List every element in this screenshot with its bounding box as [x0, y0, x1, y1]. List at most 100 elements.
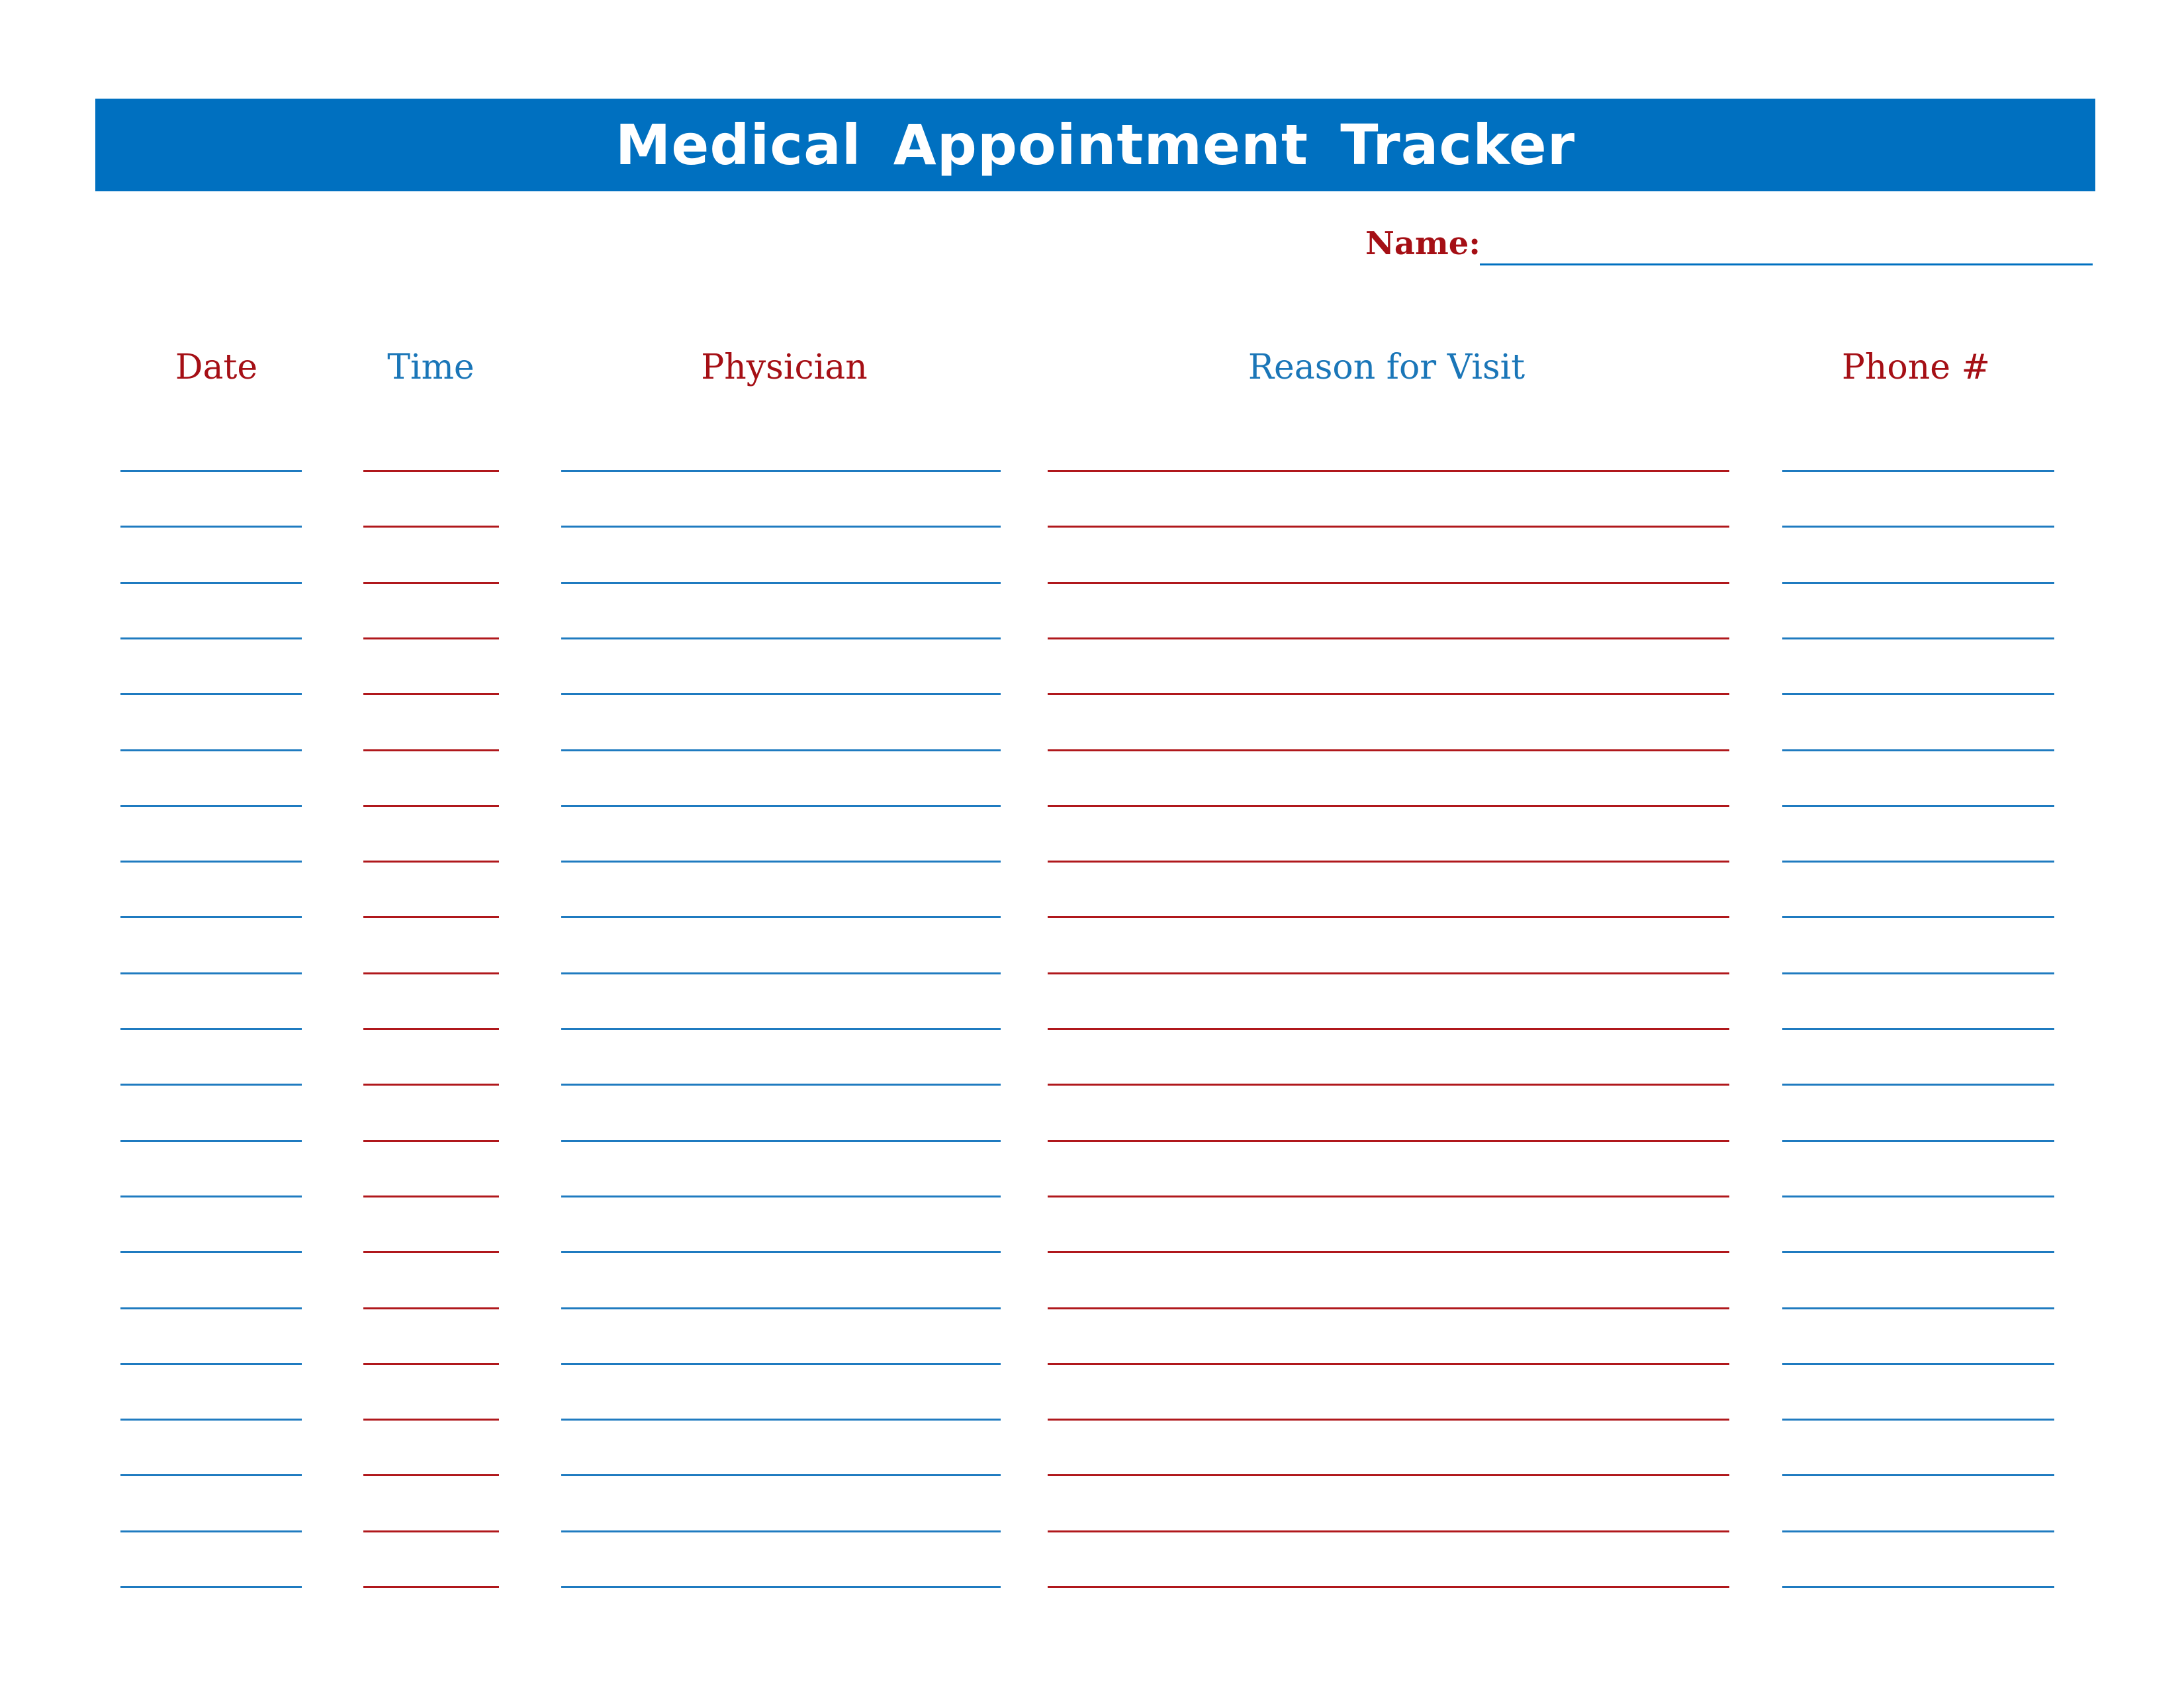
physician-entry-line[interactable] — [561, 749, 1001, 751]
name-field[interactable] — [1480, 263, 2093, 265]
phone-entry-line[interactable] — [1782, 1140, 2054, 1142]
physician-entry-line[interactable] — [561, 972, 1001, 974]
reason-entry-line[interactable] — [1048, 1307, 1729, 1309]
physician-entry-line[interactable] — [561, 1419, 1001, 1421]
reason-entry-line[interactable] — [1048, 916, 1729, 918]
date-entry-line[interactable] — [120, 1140, 302, 1142]
physician-entry-line[interactable] — [561, 1586, 1001, 1588]
date-entry-line[interactable] — [120, 582, 302, 584]
reason-entry-line[interactable] — [1048, 972, 1729, 974]
reason-entry-line[interactable] — [1048, 861, 1729, 863]
reason-entry-line[interactable] — [1048, 749, 1729, 751]
phone-entry-line[interactable] — [1782, 861, 2054, 863]
date-entry-line[interactable] — [120, 805, 302, 807]
reason-entry-line[interactable] — [1048, 1140, 1729, 1142]
time-entry-line[interactable] — [363, 1196, 499, 1197]
date-entry-line[interactable] — [120, 1196, 302, 1197]
time-entry-line[interactable] — [363, 749, 499, 751]
phone-entry-line[interactable] — [1782, 470, 2054, 472]
physician-entry-line[interactable] — [561, 1028, 1001, 1030]
reason-entry-line[interactable] — [1048, 1419, 1729, 1421]
physician-entry-line[interactable] — [561, 805, 1001, 807]
phone-entry-line[interactable] — [1782, 582, 2054, 584]
reason-entry-line[interactable] — [1048, 693, 1729, 695]
reason-entry-line[interactable] — [1048, 1586, 1729, 1588]
time-entry-line[interactable] — [363, 1530, 499, 1532]
physician-entry-line[interactable] — [561, 861, 1001, 863]
time-entry-line[interactable] — [363, 1251, 499, 1253]
time-entry-line[interactable] — [363, 916, 499, 918]
date-entry-line[interactable] — [120, 749, 302, 751]
date-entry-line[interactable] — [120, 1307, 302, 1309]
phone-entry-line[interactable] — [1782, 805, 2054, 807]
time-entry-line[interactable] — [363, 1140, 499, 1142]
phone-entry-line[interactable] — [1782, 1363, 2054, 1365]
time-entry-line[interactable] — [363, 1307, 499, 1309]
date-entry-line[interactable] — [120, 1084, 302, 1086]
date-entry-line[interactable] — [120, 1028, 302, 1030]
reason-entry-line[interactable] — [1048, 1084, 1729, 1086]
date-entry-line[interactable] — [120, 1251, 302, 1253]
date-entry-line[interactable] — [120, 1474, 302, 1476]
reason-entry-line[interactable] — [1048, 470, 1729, 472]
physician-entry-line[interactable] — [561, 582, 1001, 584]
physician-entry-line[interactable] — [561, 916, 1001, 918]
time-entry-line[interactable] — [363, 805, 499, 807]
date-entry-line[interactable] — [120, 1586, 302, 1588]
time-entry-line[interactable] — [363, 1586, 499, 1588]
phone-entry-line[interactable] — [1782, 1419, 2054, 1421]
phone-entry-line[interactable] — [1782, 972, 2054, 974]
physician-entry-line[interactable] — [561, 1307, 1001, 1309]
date-entry-line[interactable] — [120, 1530, 302, 1532]
reason-entry-line[interactable] — [1048, 1028, 1729, 1030]
date-entry-line[interactable] — [120, 693, 302, 695]
reason-entry-line[interactable] — [1048, 582, 1729, 584]
reason-entry-line[interactable] — [1048, 805, 1729, 807]
phone-entry-line[interactable] — [1782, 1028, 2054, 1030]
physician-entry-line[interactable] — [561, 1196, 1001, 1197]
physician-entry-line[interactable] — [561, 1530, 1001, 1532]
date-entry-line[interactable] — [120, 470, 302, 472]
date-entry-line[interactable] — [120, 916, 302, 918]
date-entry-line[interactable] — [120, 861, 302, 863]
physician-entry-line[interactable] — [561, 470, 1001, 472]
time-entry-line[interactable] — [363, 1084, 499, 1086]
physician-entry-line[interactable] — [561, 1084, 1001, 1086]
date-entry-line[interactable] — [120, 1419, 302, 1421]
phone-entry-line[interactable] — [1782, 637, 2054, 639]
date-entry-line[interactable] — [120, 637, 302, 639]
physician-entry-line[interactable] — [561, 1474, 1001, 1476]
physician-entry-line[interactable] — [561, 637, 1001, 639]
time-entry-line[interactable] — [363, 582, 499, 584]
phone-entry-line[interactable] — [1782, 526, 2054, 528]
time-entry-line[interactable] — [363, 1028, 499, 1030]
phone-entry-line[interactable] — [1782, 1307, 2054, 1309]
phone-entry-line[interactable] — [1782, 1251, 2054, 1253]
reason-entry-line[interactable] — [1048, 637, 1729, 639]
time-entry-line[interactable] — [363, 1474, 499, 1476]
reason-entry-line[interactable] — [1048, 1530, 1729, 1532]
phone-entry-line[interactable] — [1782, 1084, 2054, 1086]
time-entry-line[interactable] — [363, 972, 499, 974]
time-entry-line[interactable] — [363, 1419, 499, 1421]
date-entry-line[interactable] — [120, 526, 302, 528]
reason-entry-line[interactable] — [1048, 1474, 1729, 1476]
phone-entry-line[interactable] — [1782, 1474, 2054, 1476]
reason-entry-line[interactable] — [1048, 1251, 1729, 1253]
phone-entry-line[interactable] — [1782, 1586, 2054, 1588]
physician-entry-line[interactable] — [561, 526, 1001, 528]
time-entry-line[interactable] — [363, 470, 499, 472]
phone-entry-line[interactable] — [1782, 749, 2054, 751]
reason-entry-line[interactable] — [1048, 526, 1729, 528]
reason-entry-line[interactable] — [1048, 1363, 1729, 1365]
phone-entry-line[interactable] — [1782, 1530, 2054, 1532]
date-entry-line[interactable] — [120, 972, 302, 974]
time-entry-line[interactable] — [363, 693, 499, 695]
physician-entry-line[interactable] — [561, 693, 1001, 695]
physician-entry-line[interactable] — [561, 1251, 1001, 1253]
phone-entry-line[interactable] — [1782, 693, 2054, 695]
physician-entry-line[interactable] — [561, 1363, 1001, 1365]
time-entry-line[interactable] — [363, 861, 499, 863]
time-entry-line[interactable] — [363, 526, 499, 528]
reason-entry-line[interactable] — [1048, 1196, 1729, 1197]
